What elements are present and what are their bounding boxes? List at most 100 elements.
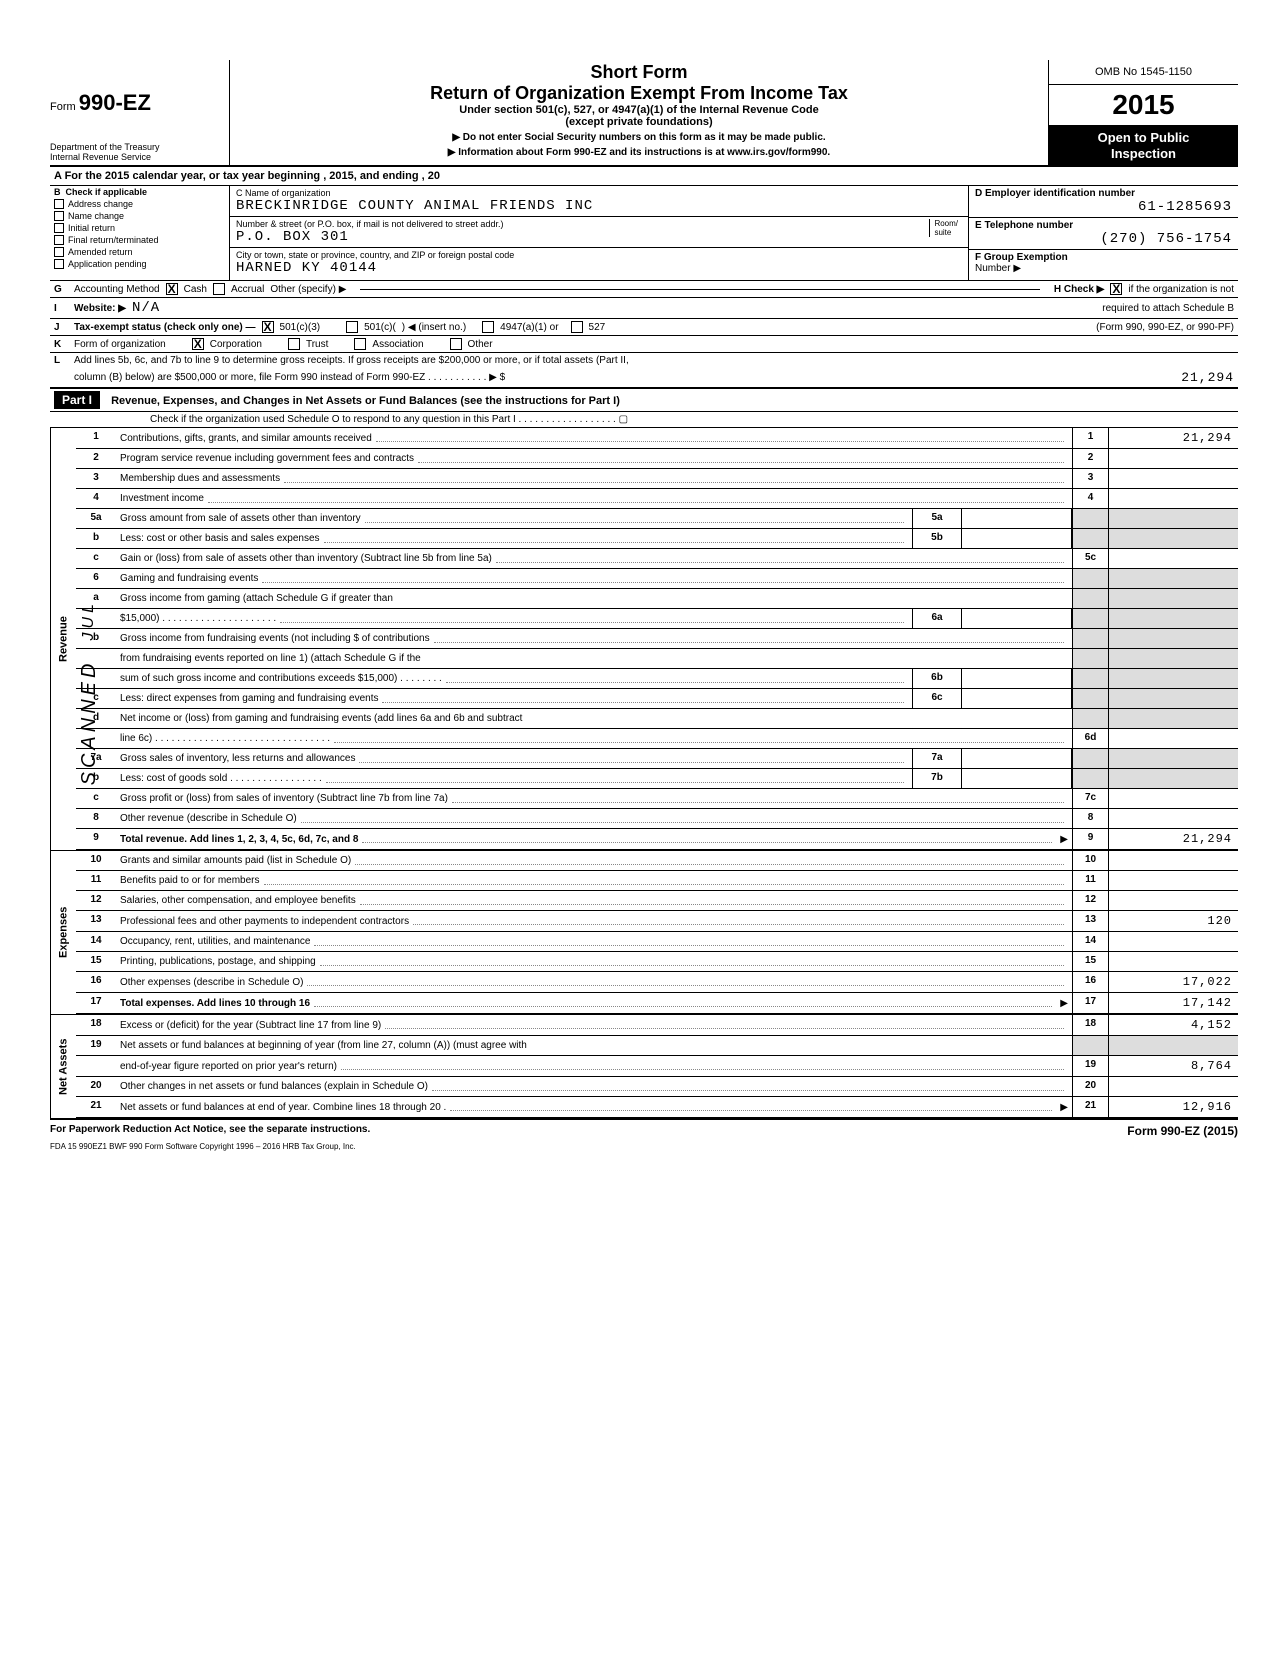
end-num-shaded: [1072, 1036, 1108, 1055]
label-501c: 501(c)(: [364, 322, 396, 333]
org-name: BRECKINRIDGE COUNTY ANIMAL FRIENDS INC: [236, 198, 962, 214]
end-value: 21,294: [1108, 829, 1238, 849]
line-number: 21: [76, 1097, 116, 1117]
table-row: sum of such gross income and contributio…: [76, 669, 1238, 689]
inspection: Inspection: [1049, 146, 1238, 162]
end-line-number: 12: [1072, 891, 1108, 910]
label-tax-exempt: Tax-exempt status (check only one) —: [74, 322, 256, 333]
line-text: Gross income from fundraising events (no…: [116, 629, 1072, 648]
letter-i: I: [54, 303, 68, 314]
checkbox-cash[interactable]: [166, 283, 178, 295]
checkbox-application-pending[interactable]: [54, 259, 64, 269]
line-number: b: [76, 529, 116, 548]
label-other-org: Other: [468, 339, 493, 350]
end-val-shaded: [1108, 569, 1238, 588]
page-footer: For Paperwork Reduction Act Notice, see …: [50, 1120, 1238, 1138]
checkbox-501c[interactable]: [346, 321, 358, 333]
mid-line-number: 6a: [912, 609, 962, 628]
checkbox-corporation[interactable]: [192, 338, 204, 350]
checkbox-trust[interactable]: [288, 338, 300, 350]
line-text: Net income or (loss) from gaming and fun…: [116, 709, 1072, 728]
end-line-number: 4: [1072, 489, 1108, 508]
line-number: 5a: [76, 509, 116, 528]
checkbox-amended-return[interactable]: [54, 247, 64, 257]
mid-value: [962, 609, 1072, 628]
mid-value: [962, 509, 1072, 528]
line-text: Less: cost of goods sold . . . . . . . .…: [116, 769, 912, 788]
col-b-checks: B Check if applicable Address change Nam…: [50, 186, 230, 280]
form-number: 990-EZ: [79, 90, 151, 115]
label-association: Association: [372, 339, 423, 350]
checkbox-accrual[interactable]: [213, 283, 225, 295]
end-line-number: 8: [1072, 809, 1108, 828]
line-text: Printing, publications, postage, and shi…: [116, 952, 1072, 971]
mid-value: [962, 689, 1072, 708]
city-state-zip: HARNED KY 40144: [236, 260, 962, 276]
checkbox-527[interactable]: [571, 321, 583, 333]
checkbox-no-schedule-b[interactable]: [1110, 283, 1122, 295]
end-line-number: 16: [1072, 972, 1108, 992]
end-value: [1108, 851, 1238, 870]
label-phone: E Telephone number: [975, 220, 1232, 231]
line-text: Net assets or fund balances at end of ye…: [116, 1097, 1072, 1117]
end-value: [1108, 789, 1238, 808]
block-bcdef: B Check if applicable Address change Nam…: [50, 186, 1238, 281]
scanned-text: SCANNED: [78, 660, 100, 786]
line-text: Grants and similar amounts paid (list in…: [116, 851, 1072, 870]
label-website: Website: ▶: [74, 303, 126, 314]
line-number: 14: [76, 932, 116, 951]
line-text: Professional fees and other payments to …: [116, 911, 1072, 931]
line-number: 3: [76, 469, 116, 488]
line-number: c: [76, 789, 116, 808]
label-schedule-b-req: required to attach Schedule B: [1102, 303, 1234, 314]
end-value: [1108, 932, 1238, 951]
other-specify-line: [360, 289, 1040, 290]
table-row: cGross profit or (loss) from sales of in…: [76, 789, 1238, 809]
subtitle-except: (except private foundations): [236, 116, 1042, 128]
line-number: 4: [76, 489, 116, 508]
end-val-shaded: [1108, 609, 1238, 628]
checkbox-4947[interactable]: [482, 321, 494, 333]
line-text: Less: direct expenses from gaming and fu…: [116, 689, 912, 708]
end-line-number: 11: [1072, 871, 1108, 890]
checkbox-other-org[interactable]: [450, 338, 462, 350]
line-text: Gross amount from sale of assets other t…: [116, 509, 912, 528]
mid-line-number: 6b: [912, 669, 962, 688]
table-row: $15,000) . . . . . . . . . . . . . . . .…: [76, 609, 1238, 629]
checkbox-name-change[interactable]: [54, 211, 64, 221]
checkbox-address-change[interactable]: [54, 199, 64, 209]
open-public: Open to Public: [1049, 130, 1238, 146]
end-val-shaded: [1108, 629, 1238, 648]
checkbox-initial-return[interactable]: [54, 223, 64, 233]
label-other-specify: Other (specify) ▶: [270, 284, 346, 295]
label-form-990: (Form 990, 990-EZ, or 990-PF): [1096, 322, 1234, 333]
end-line-number: 7c: [1072, 789, 1108, 808]
line-text: Salaries, other compensation, and employ…: [116, 891, 1072, 910]
label-application-pending: Application pending: [68, 259, 147, 269]
table-row: 20Other changes in net assets or fund ba…: [76, 1077, 1238, 1097]
end-value: [1108, 809, 1238, 828]
label-address-change: Address change: [68, 199, 133, 209]
end-num-shaded: [1072, 569, 1108, 588]
checkbox-association[interactable]: [354, 338, 366, 350]
line-g-accounting: G Accounting Method Cash Accrual Other (…: [50, 281, 1238, 298]
end-line-number: 14: [1072, 932, 1108, 951]
line-k-form-of-org: K Form of organization Corporation Trust…: [50, 336, 1238, 353]
line-text: Gain or (loss) from sale of assets other…: [116, 549, 1072, 568]
end-value: [1108, 549, 1238, 568]
line-text: sum of such gross income and contributio…: [116, 669, 912, 688]
net-assets-section: Net Assets 18Excess or (deficit) for the…: [50, 1014, 1238, 1120]
line-number: 1: [76, 428, 116, 448]
table-row: 1Contributions, gifts, grants, and simil…: [76, 428, 1238, 449]
checkbox-501c3[interactable]: [262, 321, 274, 333]
letter-g: G: [54, 284, 68, 295]
end-line-number: 20: [1072, 1077, 1108, 1096]
form-page-number: Form 990-EZ (2015): [1127, 1124, 1238, 1138]
end-value: 17,142: [1108, 993, 1238, 1013]
end-value: [1108, 449, 1238, 468]
table-row: 13Professional fees and other payments t…: [76, 911, 1238, 932]
table-row: 7aGross sales of inventory, less returns…: [76, 749, 1238, 769]
end-value: 12,916: [1108, 1097, 1238, 1117]
checkbox-final-return[interactable]: [54, 235, 64, 245]
mid-value: [962, 529, 1072, 548]
